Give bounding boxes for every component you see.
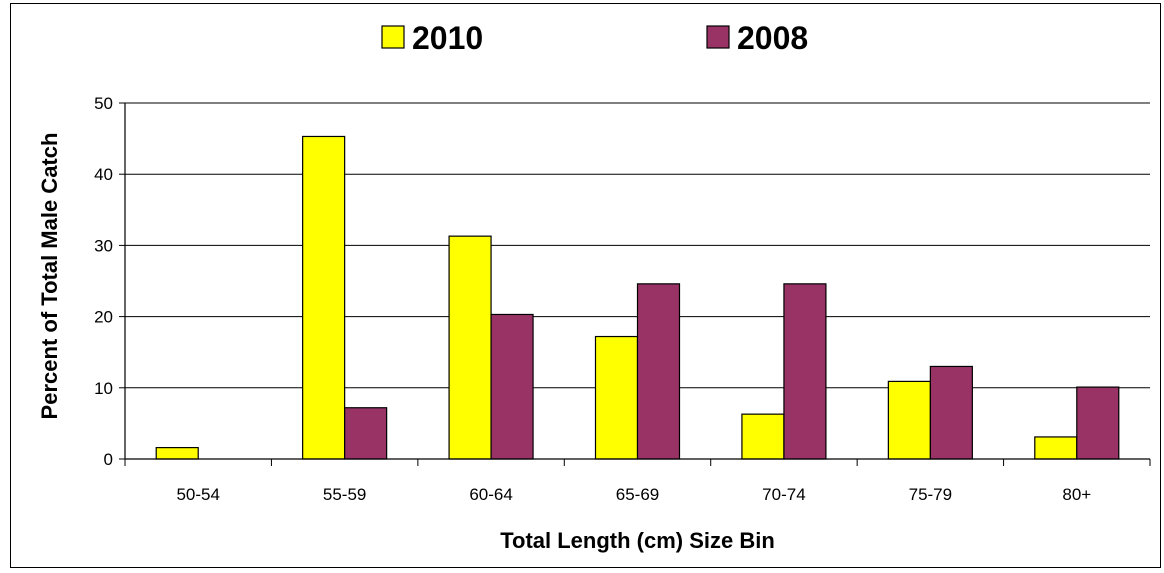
bar-2008-55-59	[344, 407, 388, 460]
x-ticks: 50-54 55-59 60-64 65-69 70-74 75-79 80+	[124, 459, 1151, 504]
y-tick-label: 40	[94, 165, 113, 184]
bar-2008-60-64	[490, 313, 534, 460]
bar-2008-80+	[1076, 386, 1120, 460]
bar-2010-75-79	[887, 380, 931, 460]
bar-2008-70-74	[783, 283, 827, 460]
chart-frame	[10, 3, 1161, 568]
y-tick-label: 30	[94, 236, 113, 255]
x-tick-label: 50-54	[176, 485, 219, 504]
y-tick-label: 20	[94, 308, 113, 327]
bars	[155, 135, 1120, 460]
bar-2010-55-59	[302, 135, 346, 460]
legend-label-2010: 2010	[412, 20, 483, 56]
y-ticks: 0 10 20 30 40 50	[94, 94, 125, 469]
legend-label-2008: 2008	[737, 20, 808, 56]
x-tick-label: 70-74	[762, 485, 805, 504]
bar-2010-65-69	[594, 335, 639, 460]
x-tick-label: 55-59	[323, 485, 366, 504]
x-tick-label: 75-79	[909, 485, 952, 504]
x-tick-label: 80+	[1062, 485, 1091, 504]
legend-swatch-2008	[706, 25, 730, 49]
y-tick-label: 0	[104, 450, 113, 469]
bar-2008-65-69	[636, 283, 681, 460]
bar-2010-80+	[1034, 436, 1078, 460]
bar-2008-75-79	[929, 365, 973, 460]
bar-2010-50-54	[155, 447, 199, 460]
bar-2010-70-74	[741, 413, 785, 460]
y-tick-label: 50	[94, 94, 113, 113]
x-axis-title: Total Length (cm) Size Bin	[500, 528, 775, 553]
legend: 2010 2008	[381, 20, 808, 56]
y-tick-label: 10	[94, 379, 113, 398]
y-axis-title: Percent of Total Male Catch	[37, 133, 62, 420]
bar-2010-60-64	[448, 235, 492, 460]
x-tick-label: 65-69	[616, 485, 659, 504]
legend-swatch-2010	[381, 25, 405, 49]
x-tick-label: 60-64	[469, 485, 512, 504]
